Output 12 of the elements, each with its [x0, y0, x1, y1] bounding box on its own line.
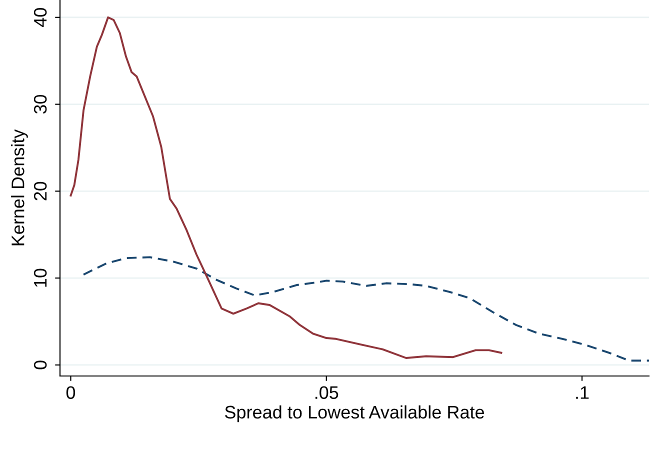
y-tick-label: 30 [34, 94, 47, 114]
line-series [70, 16, 502, 359]
y-axis-title: Kernel Density [11, 129, 28, 246]
y-tick-label: 10 [34, 268, 47, 287]
y-tick-label: 20 [34, 182, 47, 200]
x-tick-label: .05 [315, 386, 338, 399]
x-tick-label: .1 [576, 386, 589, 399]
line-series [82, 256, 649, 362]
y-tick-label: 40 [34, 8, 47, 28]
x-tick-label: 0 [66, 386, 76, 399]
y-tick-label: 0 [34, 360, 47, 370]
x-axis-title: Spread to Lowest Available Rate [225, 405, 484, 422]
